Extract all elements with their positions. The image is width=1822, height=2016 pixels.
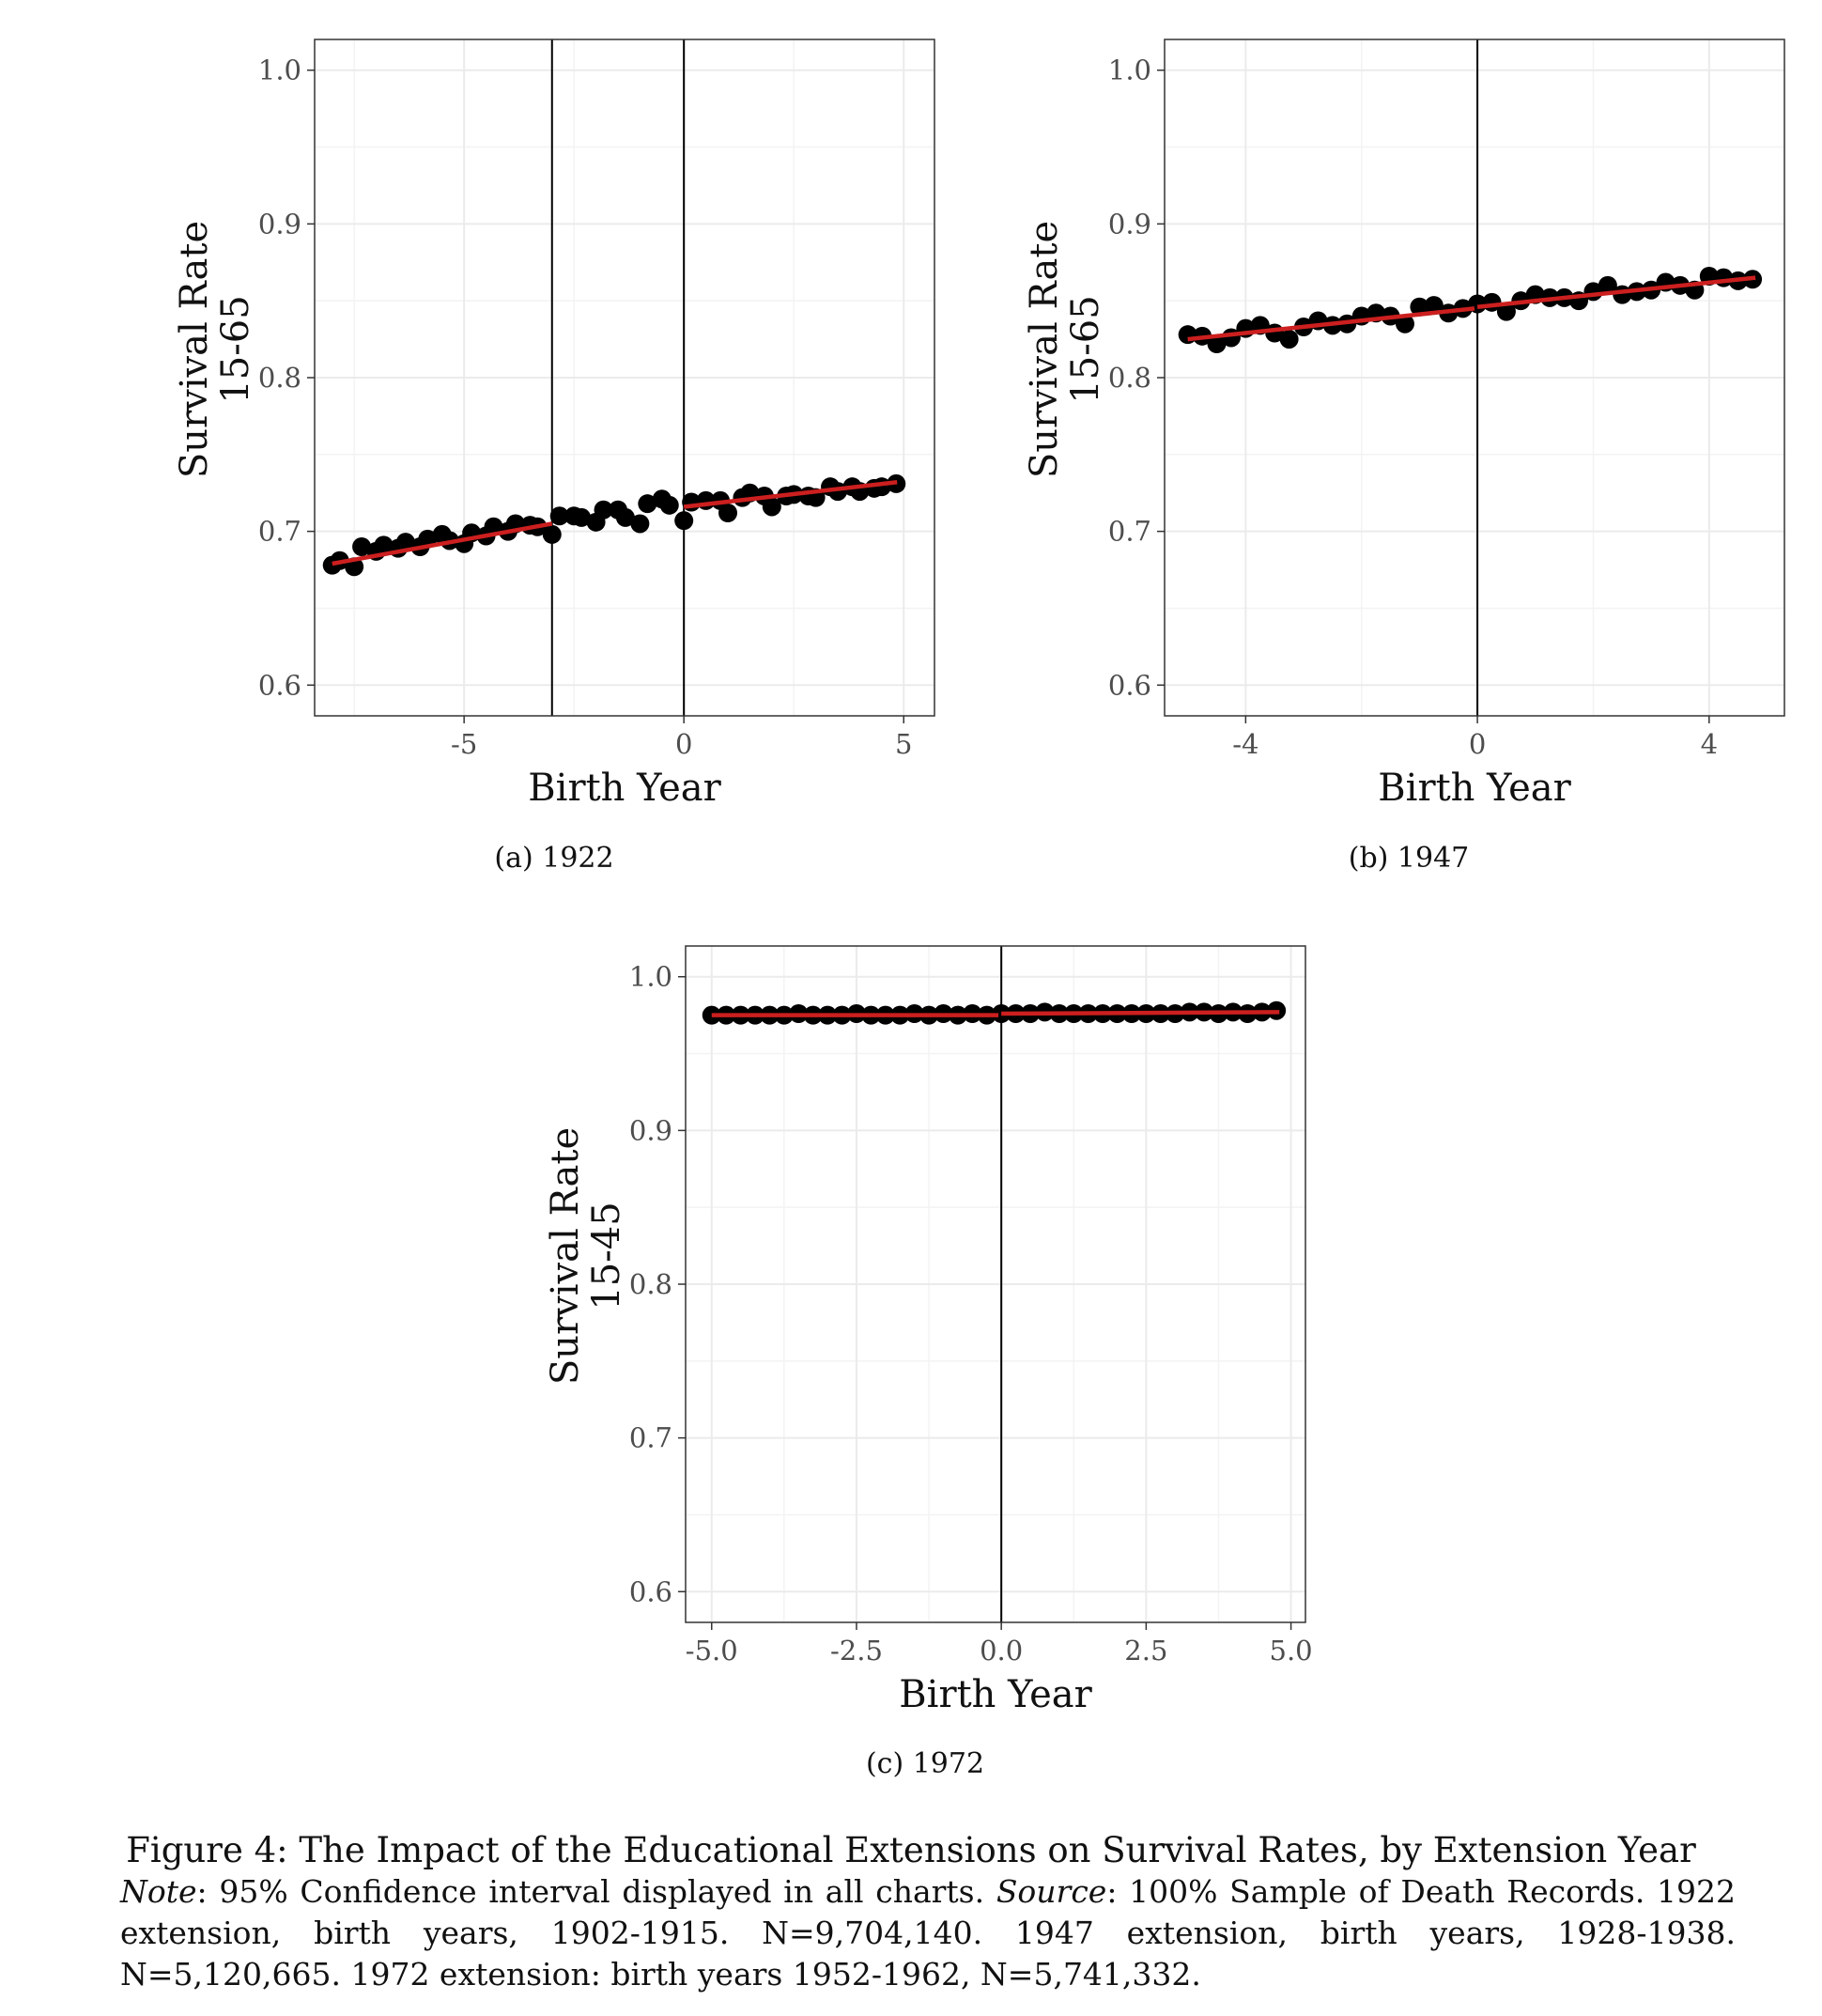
y-tick-label: 0.7 [629, 1422, 672, 1454]
subcaption-c: (c) 1972 [865, 1747, 985, 1780]
x-tick-label: 4 [1701, 728, 1718, 760]
y-axis-title-line2: 15-45 [585, 1202, 628, 1310]
y-tick-label: 0.6 [1108, 669, 1151, 701]
data-point [762, 497, 781, 517]
y-axis-title-line1: Survival Rate [544, 1127, 587, 1385]
data-point [594, 500, 613, 520]
figure-title: Figure 4: The Impact of the Educational … [126, 1830, 1696, 1870]
x-axis-title: Birth Year [1378, 767, 1571, 810]
data-point [549, 506, 569, 526]
data-point [542, 524, 562, 544]
y-tick-label: 0.8 [629, 1268, 672, 1300]
data-point [638, 494, 657, 514]
data-point [1207, 334, 1227, 353]
y-axis-title-line1: Survival Rate [1023, 221, 1066, 478]
chart-panel-1947: 0.6 0.7 0.8 0.9 1.0 -4 0 4 Birth Year Survival Ra… [1023, 39, 1785, 810]
y-tick-label: 0.6 [629, 1575, 672, 1607]
x-tick-label: 0 [1469, 728, 1486, 760]
note-label: Note [120, 1873, 197, 1910]
y-axis-title-line2: 15-65 [214, 295, 257, 403]
fit-line [332, 521, 553, 566]
data-point [630, 514, 650, 534]
y-tick-label: 0.9 [1108, 208, 1151, 240]
data-point [1410, 297, 1429, 317]
data-point [1496, 302, 1516, 321]
note-text: : 95% Confidence interval displayed in a… [196, 1873, 996, 1910]
data-point [674, 511, 694, 531]
data-point [718, 504, 737, 522]
x-tick-label: 0 [675, 728, 692, 760]
y-axis-title-line1: Survival Rate [173, 221, 216, 478]
subcaption-b: (b) 1947 [1348, 842, 1470, 875]
data-point [659, 495, 679, 515]
x-tick-label: 0.0 [980, 1635, 1023, 1667]
data-point [352, 537, 372, 556]
y-axis-title-line2: 15-65 [1064, 295, 1107, 403]
data-point [1424, 296, 1444, 316]
x-tick-label: 5.0 [1270, 1635, 1313, 1667]
fit-line [1187, 306, 1475, 342]
y-tick-label: 0.9 [629, 1114, 672, 1146]
y-tick-label: 0.6 [258, 669, 301, 701]
source-label: Source [996, 1873, 1107, 1910]
subcaption-a: (a) 1922 [494, 842, 614, 875]
y-tick-label: 1.0 [629, 961, 672, 993]
y-tick-label: 1.0 [1108, 54, 1151, 86]
x-tick-label: -5.0 [686, 1635, 738, 1667]
chart-panel-1922: 0.6 0.7 0.8 0.9 1.0 -5 0 5 Birth Year Survival Ra… [173, 39, 935, 810]
data-point [1395, 314, 1414, 333]
chart-panel-1972: 0.6 0.7 0.8 0.9 1.0 -5.0 -2.5 0.0 2.5 5.0 Birth Ye… [544, 945, 1313, 1716]
x-axis-title: Birth Year [899, 1673, 1092, 1716]
data-point [1279, 330, 1299, 349]
y-tick-label: 0.8 [258, 362, 301, 394]
x-tick-label: -2.5 [830, 1635, 883, 1667]
source-text: : 100% Sample of Death Records. 1922 ext… [120, 1873, 1736, 1993]
x-tick-label: -5 [451, 728, 477, 760]
y-tick-label: 0.9 [258, 208, 301, 240]
fit-line [683, 480, 898, 509]
x-axis-title: Birth Year [528, 767, 721, 810]
fit-line [1001, 1010, 1280, 1016]
figure-note: Note: 95% Confidence interval displayed … [120, 1871, 1736, 1995]
data-point [572, 507, 592, 527]
x-tick-label: -4 [1232, 728, 1258, 760]
data-point [615, 507, 635, 527]
fit-line [1476, 275, 1756, 309]
data-point [374, 535, 394, 555]
y-tick-label: 0.8 [1108, 362, 1151, 394]
x-tick-label: 2.5 [1124, 1635, 1167, 1667]
y-tick-label: 1.0 [258, 54, 301, 86]
y-tick-label: 0.7 [258, 516, 301, 548]
data-point [395, 533, 415, 552]
x-tick-label: 5 [895, 728, 912, 760]
data-point [1598, 275, 1617, 295]
y-tick-label: 0.7 [1108, 516, 1151, 548]
